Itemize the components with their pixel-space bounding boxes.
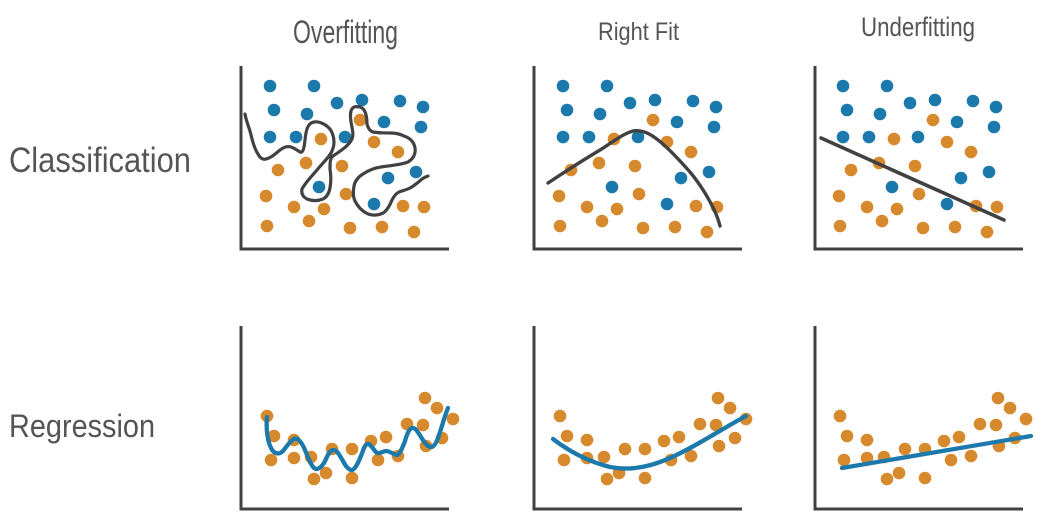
svg-text:Underfitting: Underfitting <box>861 12 975 42</box>
svg-text:Regression: Regression <box>9 408 155 444</box>
svg-text:Right Fit: Right Fit <box>598 18 679 46</box>
svg-text:Overfitting: Overfitting <box>293 14 398 50</box>
svg-text:Classification: Classification <box>9 141 191 180</box>
